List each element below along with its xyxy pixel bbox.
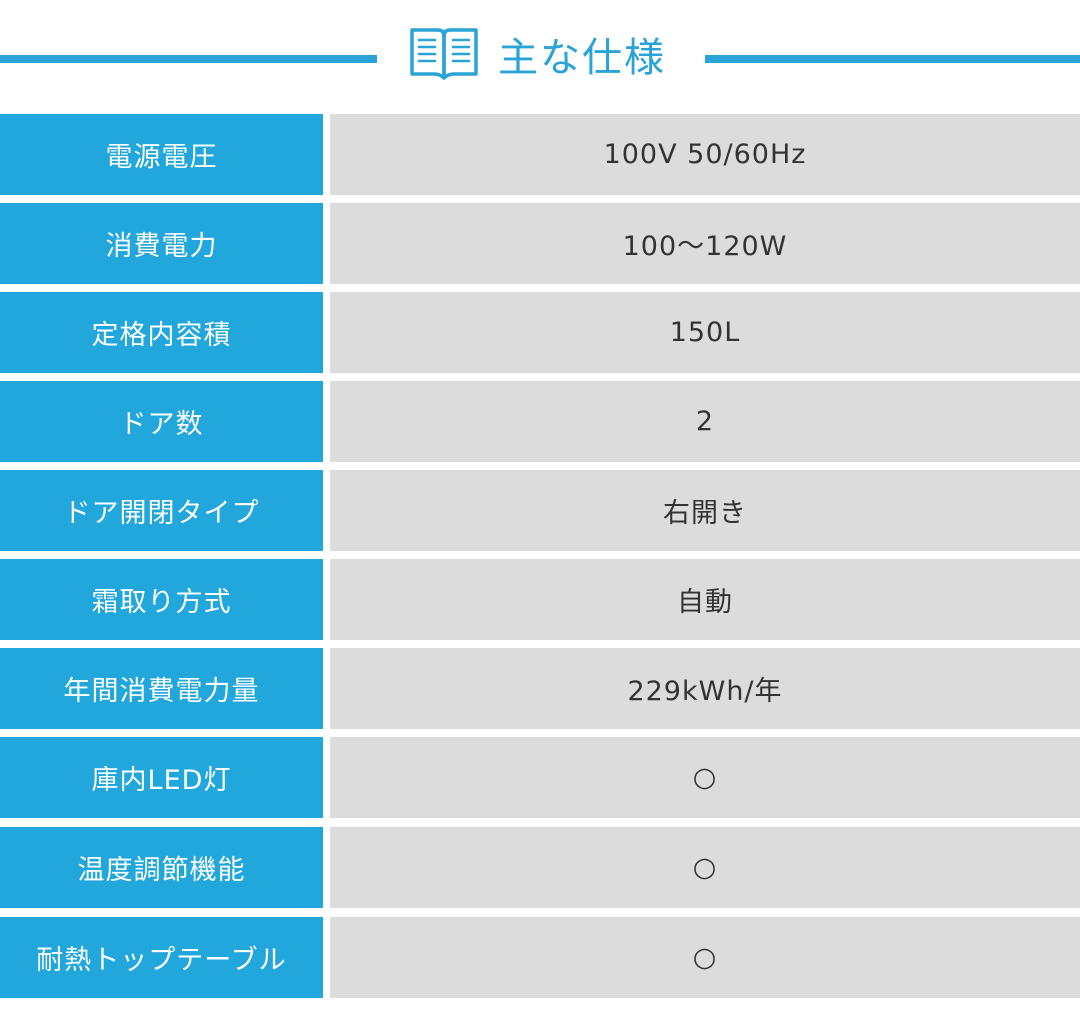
table-row: 庫内LED灯 ○ bbox=[0, 737, 1080, 818]
table-row: 年間消費電力量 229kWh/年 bbox=[0, 648, 1080, 729]
spec-label: 温度調節機能 bbox=[0, 827, 323, 908]
spec-value: 2 bbox=[330, 381, 1080, 462]
spec-label: 霜取り方式 bbox=[0, 559, 323, 640]
table-row: ドア数 2 bbox=[0, 381, 1080, 462]
spec-label: 電源電圧 bbox=[0, 114, 323, 195]
spec-label: 定格内容積 bbox=[0, 292, 323, 373]
spec-label: ドア数 bbox=[0, 381, 323, 462]
spec-label: ドア開閉タイプ bbox=[0, 470, 323, 551]
table-row: 定格内容積 150L bbox=[0, 292, 1080, 373]
header-rule-right bbox=[705, 55, 1080, 63]
spec-label: 耐熱トップテーブル bbox=[0, 917, 323, 998]
spec-label: 年間消費電力量 bbox=[0, 648, 323, 729]
spec-value: 150L bbox=[330, 292, 1080, 373]
table-row: 温度調節機能 ○ bbox=[0, 827, 1080, 908]
spec-value: 自動 bbox=[330, 559, 1080, 640]
table-row: 電源電圧 100V 50/60Hz bbox=[0, 114, 1080, 195]
table-row: ドア開閉タイプ 右開き bbox=[0, 470, 1080, 551]
table-row: 霜取り方式 自動 bbox=[0, 559, 1080, 640]
spec-value: 100V 50/60Hz bbox=[330, 114, 1080, 195]
header-rule-left bbox=[0, 55, 377, 63]
spec-label: 庫内LED灯 bbox=[0, 737, 323, 818]
table-row: 耐熱トップテーブル ○ bbox=[0, 917, 1080, 998]
page-title: 主な仕様 bbox=[498, 35, 666, 81]
spec-value: ○ bbox=[330, 737, 1080, 818]
open-book-icon bbox=[408, 24, 480, 84]
table-row: 消費電力 100〜120W bbox=[0, 203, 1080, 284]
spec-label: 消費電力 bbox=[0, 203, 323, 284]
header-title-group: 主な仕様 bbox=[408, 22, 666, 86]
spec-value: 229kWh/年 bbox=[330, 648, 1080, 729]
spec-value: 100〜120W bbox=[330, 203, 1080, 284]
spec-value: ○ bbox=[330, 917, 1080, 998]
section-header: 主な仕様 bbox=[0, 0, 1080, 114]
spec-value: 右開き bbox=[330, 470, 1080, 551]
spec-value: ○ bbox=[330, 827, 1080, 908]
